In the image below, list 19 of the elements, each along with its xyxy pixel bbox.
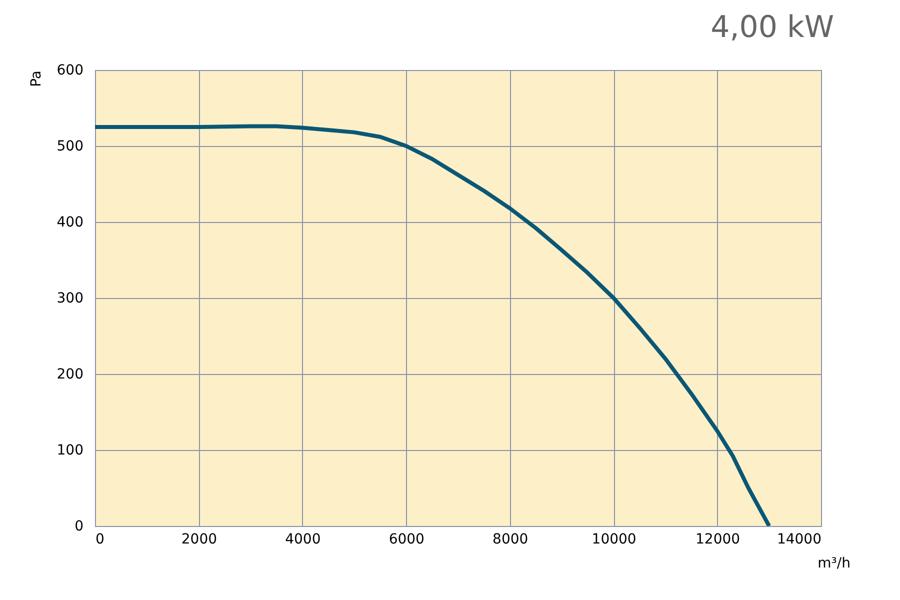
y-tick-label: 100: [56, 442, 84, 458]
x-tick-label: 0: [96, 532, 104, 548]
x-tick-label: 2000: [181, 532, 218, 548]
x-tick-label: 8000: [492, 532, 528, 548]
line-series: [95, 124, 772, 526]
y-axis-title: Pa: [28, 70, 44, 87]
x-tick-label: 14000: [776, 532, 822, 548]
x-axis-title: m³/h: [818, 556, 850, 572]
y-tick-label: 600: [56, 62, 84, 78]
y-tick-label: 200: [56, 366, 84, 382]
x-tick-label: 6000: [388, 532, 424, 548]
x-tick-label: 10000: [592, 532, 636, 548]
y-tick-label: 0: [74, 518, 84, 534]
x-tick-label: 12000: [696, 532, 740, 548]
x-tick-label: 4000: [285, 532, 321, 548]
chart-title: 4,00 kW: [710, 10, 834, 45]
y-tick-label: 500: [56, 138, 84, 154]
y-tick-label: 300: [56, 290, 84, 306]
y-tick-label: 400: [56, 214, 84, 230]
